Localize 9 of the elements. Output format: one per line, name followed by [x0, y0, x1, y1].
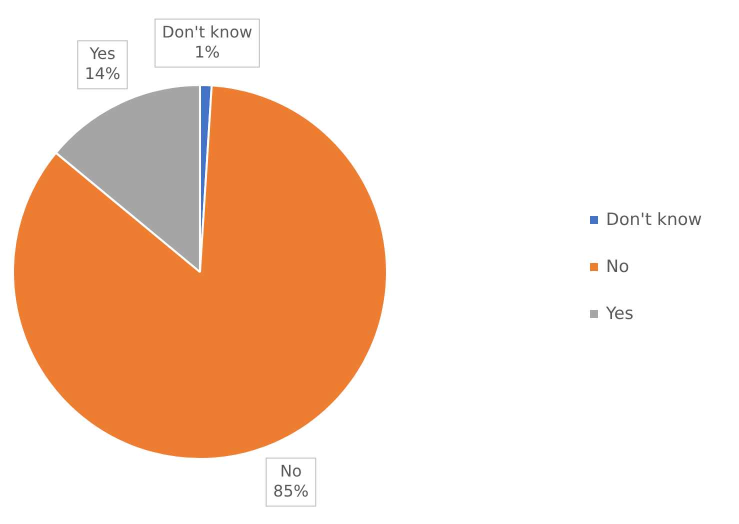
- slice-label: No: [280, 461, 302, 480]
- data-label: 14%: [84, 64, 120, 83]
- slice-label: Don't know: [162, 22, 252, 42]
- data-label: 85%: [273, 481, 309, 500]
- legend-label: Yes: [606, 304, 634, 324]
- legend-label: No: [606, 257, 630, 277]
- data-label: 1%: [194, 42, 220, 62]
- legend-label: Don't know: [606, 210, 702, 230]
- slice-label: Yes: [88, 44, 116, 63]
